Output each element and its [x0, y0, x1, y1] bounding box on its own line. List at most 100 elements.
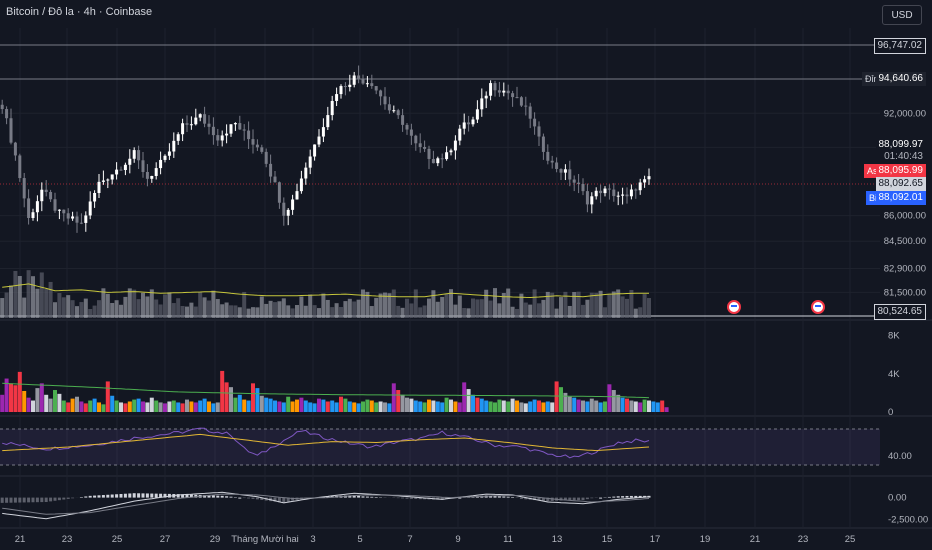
price-axis[interactable]: 96,000.0094,000.0092,000.0090,000.0086,0… [884, 40, 928, 526]
volume-bar [9, 383, 13, 412]
candle-body [625, 194, 629, 197]
overlay-volume-bar [317, 308, 321, 318]
candle-body [110, 174, 114, 180]
macd-histogram-bar [273, 497, 277, 502]
macd-histogram-bar [207, 495, 211, 498]
overlay-volume-bar [101, 288, 106, 318]
candle-body [537, 126, 541, 137]
volume-bar [171, 400, 176, 412]
volume-bar [457, 402, 462, 412]
volume-bar [39, 383, 44, 412]
macd-histogram-bar [577, 497, 581, 501]
candle-body [299, 178, 303, 192]
candle-body [49, 192, 53, 200]
macd-histogram-bar [361, 496, 365, 498]
rsi-tick-label: 40.00 [888, 451, 912, 462]
candle-body [647, 176, 651, 180]
volume-tick-label: 0 [888, 407, 893, 418]
overlay-volume-bar [246, 308, 251, 318]
overlay-volume-bar [277, 301, 282, 318]
candle-body [321, 127, 325, 137]
volume-bar [268, 398, 273, 412]
macd-histogram-bar [409, 497, 413, 499]
candle-body [462, 122, 466, 129]
volume-bar [163, 403, 167, 412]
overlay-volume-bar [215, 299, 220, 318]
volume-bar [378, 401, 383, 412]
volume-bar [607, 384, 612, 412]
event-flag-stripe [815, 305, 821, 307]
candle-body [621, 194, 625, 196]
volume-bar [603, 401, 607, 412]
overlay-volume-bar [435, 301, 440, 318]
macd-histogram-bar [40, 497, 44, 503]
macd-histogram-bar [181, 494, 185, 498]
bid-price-label: 88,092.01 [875, 191, 926, 205]
volume-bar [303, 400, 308, 412]
candle-body [203, 114, 207, 124]
volume-bar [66, 402, 71, 412]
candle-body [167, 151, 171, 156]
rsi-pane[interactable] [0, 427, 880, 466]
overlay-volume-bar [629, 289, 634, 318]
overlay-volume-bar [114, 300, 119, 318]
time-tick-label: 25 [112, 534, 123, 545]
volume-bar [132, 399, 137, 412]
candle-body [599, 190, 603, 194]
volume-bar [61, 400, 66, 412]
currency-button[interactable]: USD [882, 5, 922, 25]
candle-body [594, 190, 598, 197]
volume-bar [105, 381, 110, 412]
candle-body [493, 83, 497, 91]
overlay-volume-bar [26, 270, 31, 318]
overlay-volume-bar [290, 308, 295, 318]
overlay-volume-bar [171, 303, 176, 318]
overlay-volume-bar [594, 292, 599, 318]
ask-price-label: 88,095.99 [875, 164, 926, 178]
volume-bar [13, 385, 18, 412]
time-axis[interactable]: 21 23 25 27 29 Tháng Mười hai 3 5 7 9 11 13 15 17 19 21… [15, 534, 856, 545]
macd-histogram-bar [203, 495, 207, 498]
candle-body [484, 95, 488, 99]
overlay-volume-bar [251, 307, 255, 318]
volume-pane[interactable] [0, 370, 669, 412]
candle-body [550, 160, 554, 163]
candle-body [555, 162, 559, 169]
volume-bar [541, 402, 546, 412]
candle-body [198, 114, 202, 118]
overlay-volume-bar [440, 296, 445, 318]
event-markers[interactable] [727, 300, 825, 314]
volume-bar [251, 383, 255, 412]
candle-body [53, 199, 57, 211]
volume-bar [554, 381, 559, 412]
candle-body [357, 75, 361, 80]
macd-pane[interactable] [0, 491, 651, 520]
macd-histogram-bar [506, 496, 510, 498]
volume-bar [141, 401, 145, 412]
macd-histogram-bar [590, 497, 594, 499]
overlay-volume-bar [519, 293, 524, 318]
volume-bar [510, 398, 515, 412]
overlay-volume-bar [330, 307, 335, 318]
macd-histogram-bar [220, 495, 224, 498]
overlay-volume-bar [488, 300, 493, 318]
time-tick-label: 25 [845, 534, 856, 545]
macd-histogram-bar [493, 496, 497, 498]
volume-bar [255, 388, 260, 412]
macd-histogram-bar [44, 497, 48, 502]
macd-histogram-bar [13, 497, 17, 503]
volume-bar [616, 394, 621, 412]
candle-body [423, 146, 427, 149]
overlay-volume-bar [154, 299, 159, 318]
volume-bar [154, 400, 159, 412]
volume-bar [53, 390, 57, 412]
price-pane[interactable] [0, 44, 880, 318]
macd-histogram-bar [365, 496, 369, 498]
volume-bar [427, 399, 431, 412]
candle-body [291, 199, 295, 210]
overlay-volume-bar [413, 289, 418, 318]
price-tick-label: 84,500.00 [884, 236, 926, 247]
candle-body [370, 83, 374, 87]
overlay-volume-bar [616, 289, 621, 318]
